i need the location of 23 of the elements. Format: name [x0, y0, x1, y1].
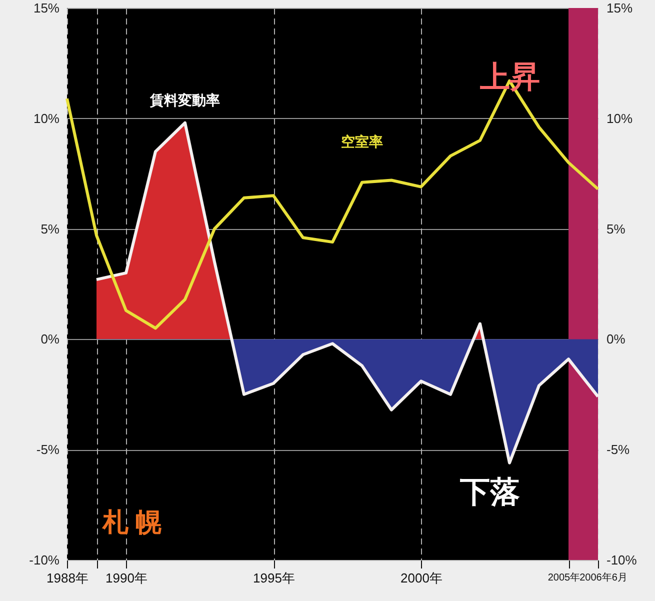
y2-tick-label: -5% [606, 442, 630, 458]
x-tick-label: 1995年 [253, 570, 295, 586]
y2-tick-label: 5% [606, 221, 626, 236]
annotation: 上昇 [479, 61, 540, 94]
y-tick-label: 15% [33, 0, 60, 16]
y-tick-label: -10% [29, 552, 60, 568]
y2-tick-label: 15% [606, 0, 633, 16]
text: 空室率 [341, 133, 383, 150]
annotation: 下落 [459, 476, 520, 509]
y-tick-label: 0% [40, 332, 60, 347]
y-tick-label: -5% [36, 442, 60, 458]
y-tick-label: 5% [40, 221, 60, 236]
y2-tick-label: -10% [606, 552, 638, 568]
series-label: 賃料変動率 [149, 92, 220, 108]
x-tick-label: 1990年 [106, 570, 148, 586]
y-tick-label: 10% [33, 110, 60, 126]
x-tick-label: 1988年 [46, 570, 88, 586]
x-tick-label: 2006年6月 [580, 572, 628, 584]
x-tick-label: 2000年 [400, 570, 442, 586]
annotation: 札 幌 [101, 507, 162, 537]
x-tick-label: 2005年 [548, 572, 580, 584]
y2-tick-label: 10% [606, 110, 633, 126]
y2-tick-label: 0% [606, 332, 626, 347]
